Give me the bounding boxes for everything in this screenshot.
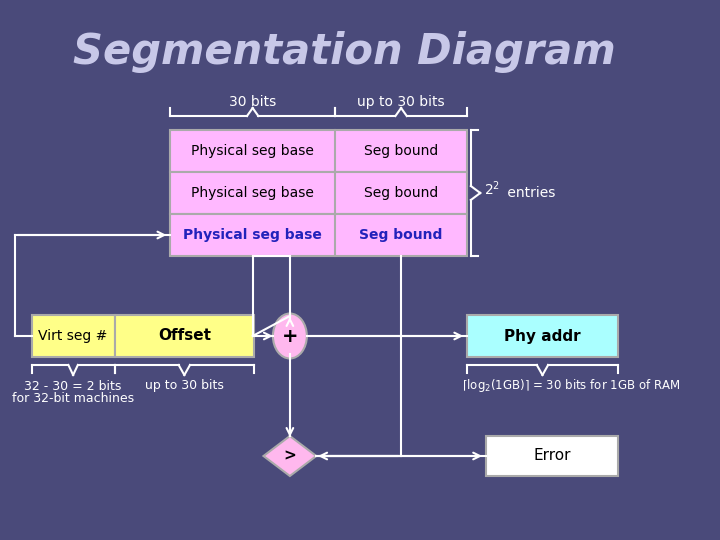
Text: 32 - 30 = 2 bits: 32 - 30 = 2 bits xyxy=(24,380,122,393)
Text: Physical seg base: Physical seg base xyxy=(183,228,322,242)
Text: Virt seg #: Virt seg # xyxy=(38,329,108,343)
Text: 30 bits: 30 bits xyxy=(229,95,276,109)
FancyBboxPatch shape xyxy=(114,315,254,357)
FancyBboxPatch shape xyxy=(170,130,467,172)
Text: up to 30 bits: up to 30 bits xyxy=(357,95,445,109)
Text: +: + xyxy=(282,327,298,346)
Text: Seg bound: Seg bound xyxy=(359,228,443,242)
Ellipse shape xyxy=(273,314,307,359)
Text: >: > xyxy=(284,449,296,463)
Text: Physical seg base: Physical seg base xyxy=(192,186,314,200)
FancyBboxPatch shape xyxy=(32,315,114,357)
Text: Seg bound: Seg bound xyxy=(364,186,438,200)
Text: Offset: Offset xyxy=(158,328,211,343)
FancyBboxPatch shape xyxy=(467,315,618,357)
FancyBboxPatch shape xyxy=(170,172,467,214)
Text: Phy addr: Phy addr xyxy=(504,328,581,343)
Text: Physical seg base: Physical seg base xyxy=(192,144,314,158)
Text: $2^2$: $2^2$ xyxy=(484,180,500,198)
FancyBboxPatch shape xyxy=(486,436,618,476)
Text: entries: entries xyxy=(503,186,555,200)
Text: Segmentation Diagram: Segmentation Diagram xyxy=(73,31,616,73)
Text: $\lceil$log$_2$(1GB)$\rceil$ = 30 bits for 1GB of RAM: $\lceil$log$_2$(1GB)$\rceil$ = 30 bits f… xyxy=(462,376,680,394)
Text: up to 30 bits: up to 30 bits xyxy=(145,379,224,392)
Text: for 32-bit machines: for 32-bit machines xyxy=(12,393,134,406)
FancyBboxPatch shape xyxy=(170,214,467,256)
Polygon shape xyxy=(264,436,316,476)
Text: Seg bound: Seg bound xyxy=(364,144,438,158)
Text: Error: Error xyxy=(533,449,571,463)
